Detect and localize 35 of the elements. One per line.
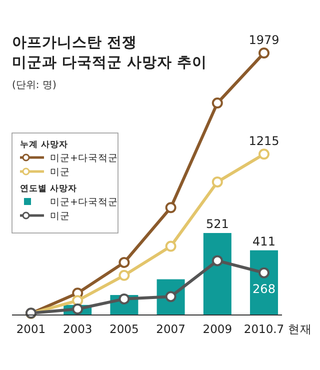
point [258, 148, 270, 160]
data-label: 1215 [248, 134, 280, 148]
x-tick-label: 2010.7 [244, 322, 284, 336]
x-tick-label: 2007 [156, 322, 186, 336]
point [118, 293, 130, 304]
data-label: 1979 [248, 33, 280, 47]
data-label: 411 [252, 234, 276, 248]
point [212, 98, 223, 109]
bar [250, 250, 278, 315]
point [212, 255, 223, 266]
text: (단위: 명) [12, 80, 56, 91]
x-tick-label: 2001 [16, 322, 46, 336]
point [258, 267, 270, 278]
legend-title: 누계 사망자 [20, 140, 68, 150]
data-label: 521 [206, 217, 229, 231]
data-label: 268 [252, 282, 276, 296]
chart-title: 아프가니스탄 전쟁 미군과 다국적군 사망자 추이 [12, 35, 208, 71]
point [72, 295, 84, 306]
legend-label: 미군+다국적군 [50, 197, 118, 208]
legend-label: 미군 [50, 167, 70, 178]
point [258, 48, 270, 58]
point [212, 176, 223, 188]
x-tick-label: 2009 [202, 322, 232, 336]
point [118, 270, 130, 281]
point [72, 304, 84, 315]
point [165, 202, 176, 214]
legend-label: 미군+다국적군 [50, 153, 118, 164]
point [118, 256, 130, 268]
legend-label: 미군 [50, 211, 70, 222]
point [165, 240, 176, 252]
annotation: 연도별 사망자 [20, 184, 77, 194]
x-tick-label: 2003 [62, 322, 92, 336]
x-axis-title: 현재 [288, 322, 312, 336]
x-tick-label: 2005 [110, 322, 139, 336]
bar [203, 233, 232, 315]
